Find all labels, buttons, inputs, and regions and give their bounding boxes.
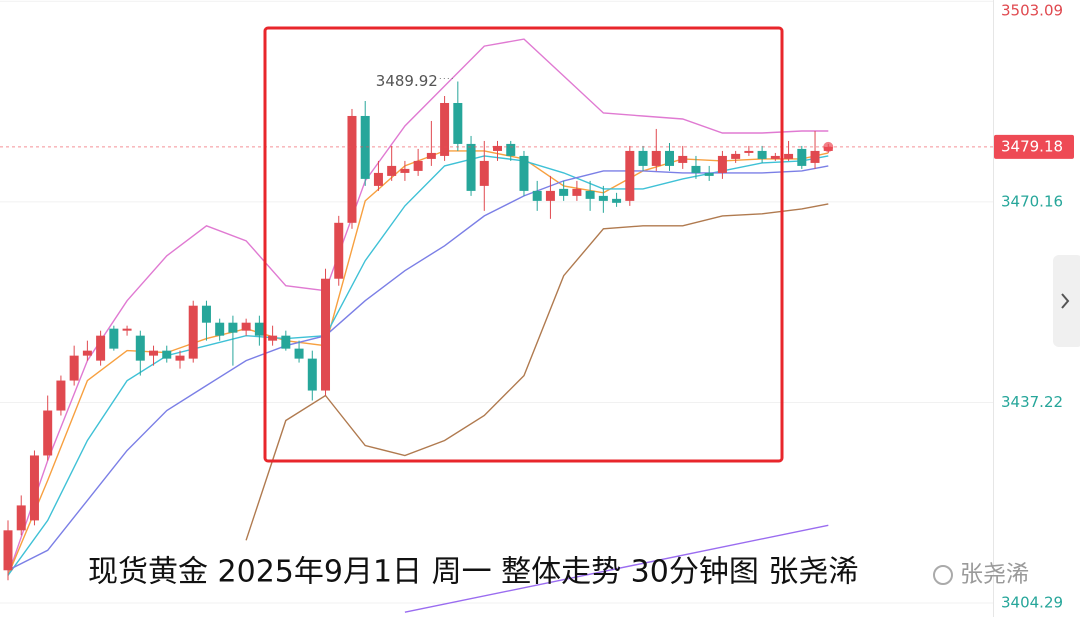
candle-body	[188, 305, 198, 359]
y-axis: 3404.29 3437.22 3470.16 3503.09 3479.18	[994, 2, 1074, 612]
watermark: 张尧浠	[960, 562, 1029, 588]
last-price-dot	[823, 141, 834, 152]
candle-body	[96, 335, 106, 361]
indicator-line	[7, 38, 829, 576]
candle-body	[122, 328, 132, 331]
candle-body	[519, 155, 529, 191]
indicator-line	[404, 524, 829, 613]
candle-body	[731, 153, 741, 159]
candle-body	[294, 348, 304, 359]
candle-body	[281, 335, 291, 349]
candle-body	[3, 530, 13, 571]
candle-body	[307, 358, 317, 391]
candle-body	[493, 145, 503, 151]
candle-body	[215, 322, 225, 336]
candle-body	[598, 195, 608, 201]
candle-body	[149, 350, 159, 356]
candle-body	[585, 190, 595, 199]
candle-body	[506, 143, 516, 156]
candle-body	[321, 278, 331, 391]
candle-body	[691, 165, 701, 173]
candle-body	[334, 222, 344, 279]
candle-body	[82, 350, 92, 356]
caption: 现货黄金 2025年9月1日 周一 整体走势 30分钟图 张尧浠	[88, 555, 858, 590]
candle-body	[453, 102, 463, 144]
last-price-box	[994, 134, 1074, 159]
candle-body	[797, 148, 807, 166]
plot: 3489.92	[0, 38, 993, 613]
candle-body	[228, 322, 238, 333]
highlight-box	[263, 26, 784, 463]
candle-body	[109, 328, 119, 349]
candle-body	[638, 150, 648, 166]
button-bg[interactable]	[1053, 255, 1080, 347]
chevron[interactable]	[1061, 293, 1070, 309]
candle-body	[29, 455, 39, 521]
candle-body	[347, 115, 357, 223]
y-tick-label: 3404.29	[1001, 594, 1063, 612]
candle-body	[241, 322, 251, 331]
candle-body	[704, 172, 714, 176]
candle-body	[413, 160, 423, 171]
candle-body	[559, 188, 569, 196]
candle-body	[16, 505, 26, 531]
candle-body	[440, 102, 450, 156]
candle-body	[572, 188, 582, 196]
candle-body	[625, 150, 635, 201]
candle-body	[479, 160, 489, 186]
last-price-label: 3479.18	[1001, 137, 1063, 155]
indicator-line	[7, 165, 829, 571]
candle-body	[69, 355, 79, 381]
candle-body	[717, 155, 727, 173]
candle-body	[268, 335, 278, 341]
candle-body	[757, 150, 767, 159]
candle-body	[254, 322, 264, 336]
grid	[0, 0, 993, 604]
candle-body	[360, 115, 370, 179]
candle-body	[426, 152, 436, 159]
candle-body	[770, 155, 780, 159]
candle-body	[651, 150, 661, 166]
y-tick-label: 3503.09	[1001, 2, 1063, 20]
candle-body	[400, 168, 410, 173]
candle-body	[545, 190, 555, 201]
y-tick-label: 3470.16	[1001, 192, 1063, 210]
candle-body	[665, 150, 674, 166]
y-tick-label: 3437.22	[1001, 393, 1063, 411]
candle-body	[678, 155, 688, 163]
indicator-line	[7, 150, 829, 576]
indicator-line	[245, 203, 829, 541]
candle-body	[784, 153, 794, 159]
candle-body	[175, 355, 185, 361]
candle-body	[612, 198, 622, 203]
candle-body	[466, 143, 476, 191]
candle-body	[135, 335, 145, 361]
candle-body	[373, 172, 383, 186]
candle-body	[532, 190, 542, 201]
candle-body	[810, 150, 820, 163]
scroll-button[interactable]	[1053, 255, 1080, 347]
candle-body	[387, 165, 397, 176]
logo	[933, 565, 953, 585]
candle-body	[43, 410, 53, 456]
candle-body	[56, 380, 66, 411]
high-annotation: 3489.92	[376, 72, 438, 90]
candle-body	[201, 305, 211, 323]
indicator-line	[7, 155, 829, 576]
candle-body	[162, 350, 172, 359]
candle-body	[744, 150, 754, 153]
